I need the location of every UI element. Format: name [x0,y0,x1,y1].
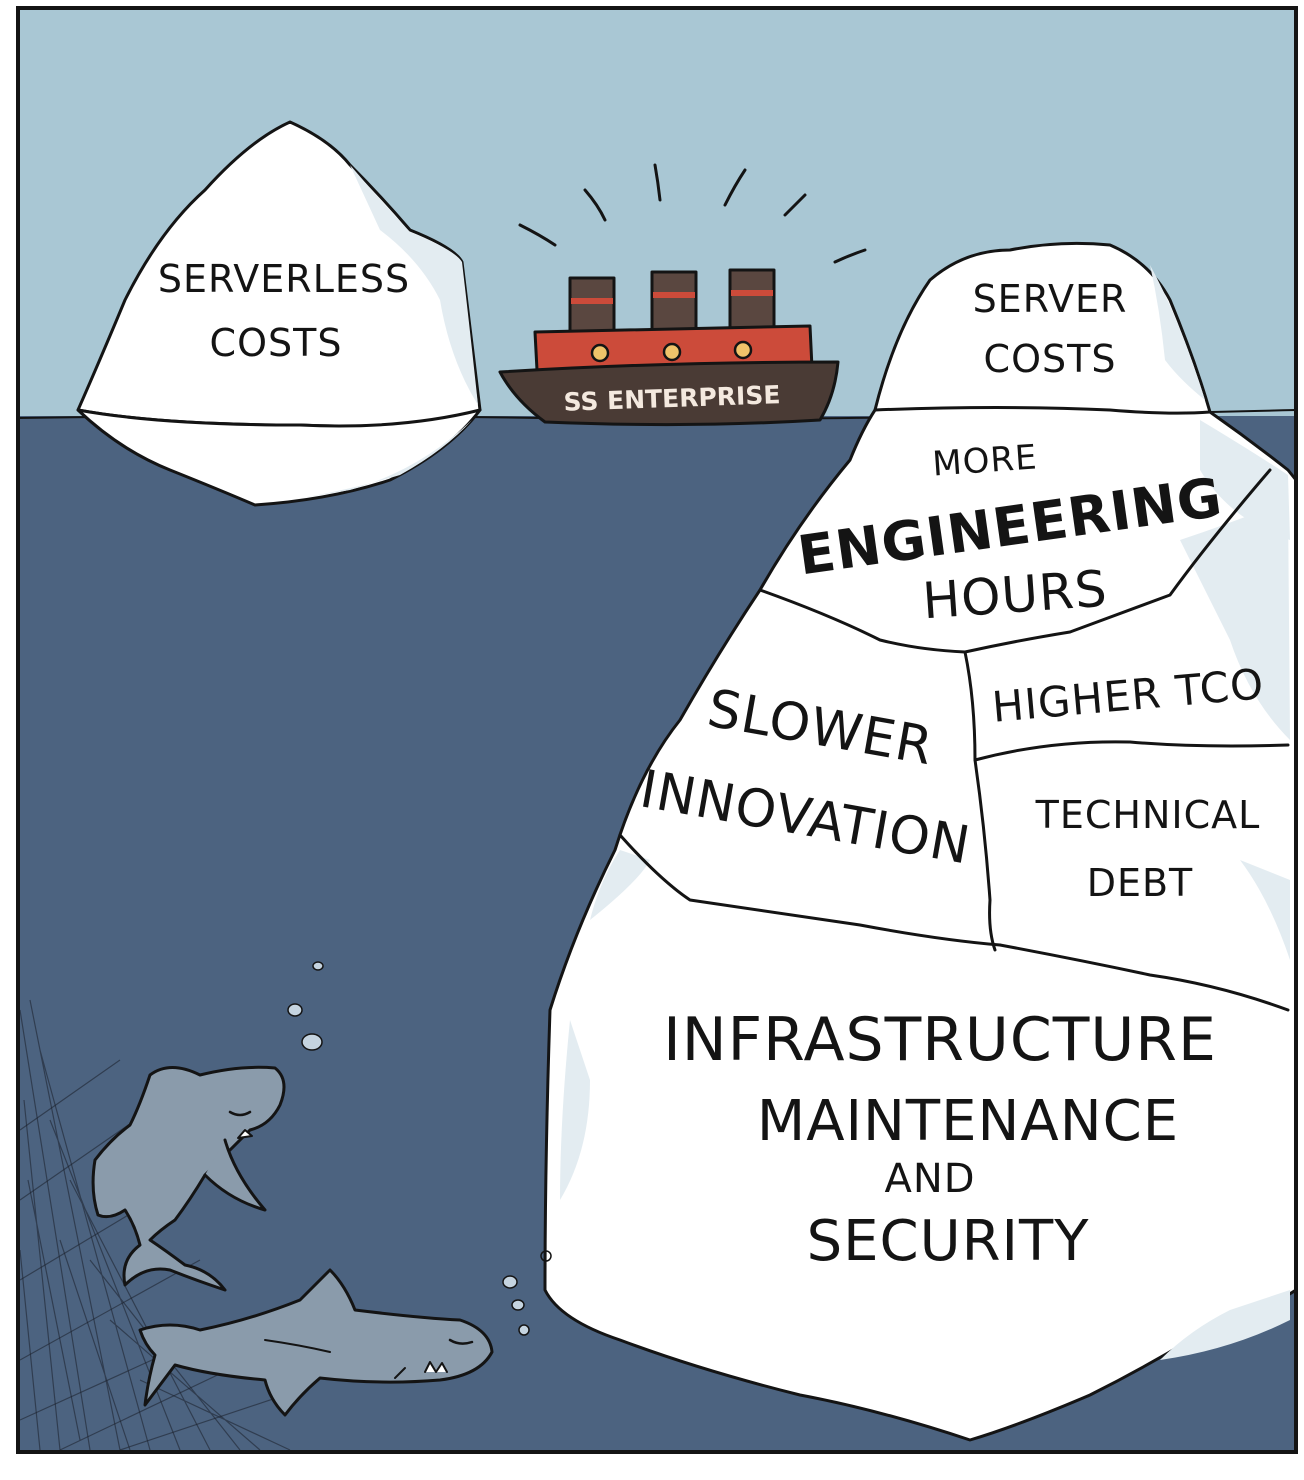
porthole [590,343,610,363]
right-iceberg [543,241,1298,1442]
right-iceberg-shading [560,265,1290,1360]
infrastructure-line2: MAINTENANCE [757,1089,1179,1154]
engineering-line1: MORE [931,437,1039,484]
server-costs-line2: COSTS [984,337,1117,381]
bubbles [287,961,552,1336]
ship-excitement-lines [518,163,867,264]
technical-debt-line2: DEBT [1087,861,1194,905]
infrastructure-line4: SECURITY [807,1209,1090,1274]
ship-stack-1 [568,276,616,338]
right-iceberg-divisions [618,406,1290,1012]
left-iceberg-label-line2: COSTS [210,321,343,365]
ship: SS ENTERPRISE [498,268,840,427]
server-costs-line1: SERVER [973,277,1128,321]
infrastructure-line1: INFRASTRUCTURE [663,1005,1217,1075]
engineering-line3: HOURS [921,560,1110,631]
shark-lower [138,1268,494,1417]
ship-stack-2 [650,270,698,336]
ship-stack-3 [728,268,776,336]
porthole [733,340,753,360]
panel-border [16,6,1298,1454]
shark-upper [91,1065,286,1292]
left-iceberg-label-line1: SERVERLESS [158,257,410,301]
left-iceberg-shade [350,165,478,405]
porthole [662,342,682,362]
seabed-shading [19,999,301,1451]
infrastructure-line3: AND [884,1156,975,1202]
technical-debt-line1: TECHNICAL [1035,793,1261,837]
ship-hull [498,360,840,427]
left-iceberg-bottom [76,408,482,507]
